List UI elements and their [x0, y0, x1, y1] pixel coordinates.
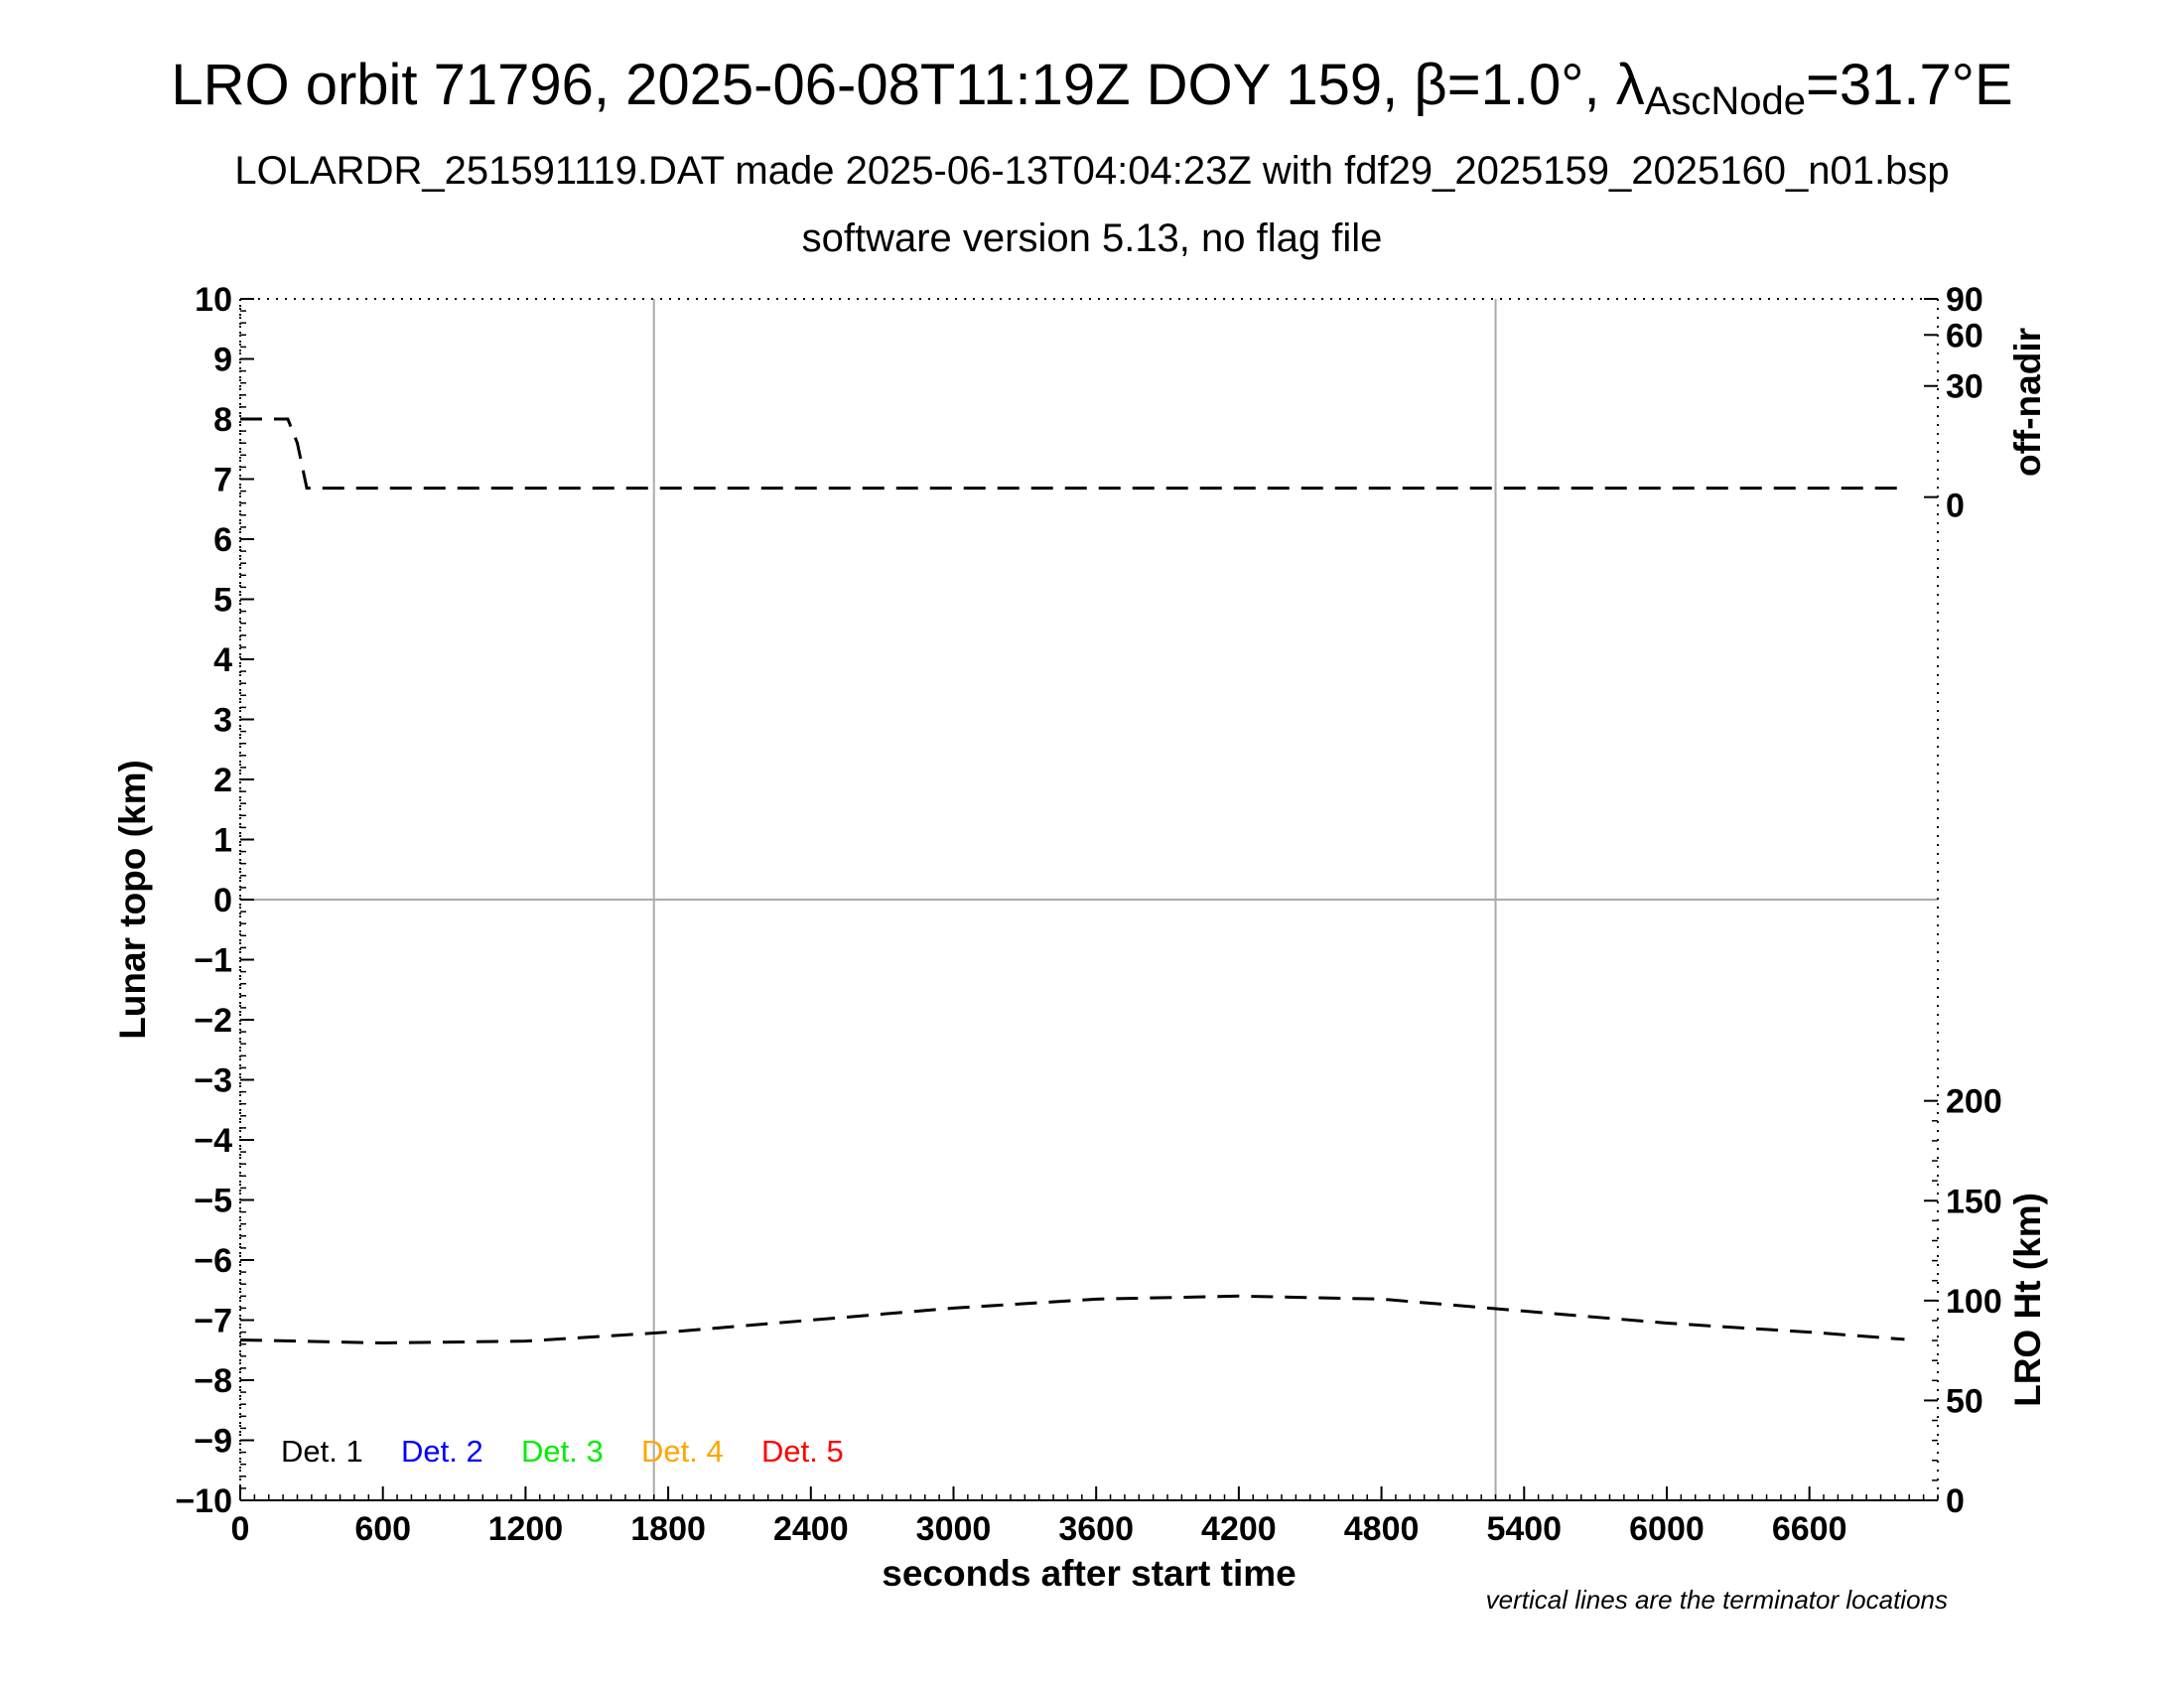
y-tick-label-right-bottom: 100	[1946, 1283, 2002, 1321]
x-tick-label: 600	[354, 1510, 411, 1548]
y-tick-label-left: 5	[213, 582, 232, 620]
x-tick-label: 4200	[1201, 1510, 1277, 1548]
y-tick-label-right-top: 60	[1946, 317, 1983, 354]
series-line-lro-height	[239, 1294, 1905, 1344]
legend-item-det-5: Det. 5	[761, 1434, 844, 1469]
x-tick-label: 2400	[773, 1510, 849, 1548]
data-series	[239, 417, 1905, 1344]
y-tick-label-right-bottom: 0	[1946, 1482, 1965, 1520]
y-tick-label-left: −4	[194, 1122, 232, 1160]
y-tick-label-left: −2	[194, 1002, 232, 1040]
x-tick-label: 5400	[1486, 1510, 1562, 1548]
x-tick-label: 6600	[1772, 1510, 1847, 1548]
x-tick-label: 0	[231, 1510, 250, 1548]
grid-lines	[240, 299, 1938, 1500]
y-tick-label-left: 1	[213, 822, 232, 860]
chart-subtitle: LOLARDR_251591119.DAT made 2025-06-13T04…	[234, 149, 1950, 193]
legend-item-det-1: Det. 1	[281, 1434, 363, 1469]
axis-ticks	[239, 298, 1939, 1501]
y-tick-label-right-bottom: 200	[1946, 1083, 2002, 1121]
plot-frame	[239, 298, 1939, 1501]
y-tick-label-left: 6	[213, 521, 232, 559]
y-tick-label-left: 7	[213, 462, 232, 499]
legend-item-det-3: Det. 3	[521, 1434, 604, 1469]
y-tick-label-left: −9	[194, 1423, 232, 1461]
y-tick-label-left: −10	[175, 1482, 232, 1520]
x-tick-label: 6000	[1629, 1510, 1705, 1548]
legend-item-det-4: Det. 4	[641, 1434, 724, 1469]
y-tick-label-left: 3	[213, 702, 232, 740]
x-axis-title: seconds after start time	[882, 1553, 1296, 1594]
y-axis-title-right-bottom: LRO Ht (km)	[2007, 1193, 2048, 1407]
y-tick-label-left: 4	[213, 641, 232, 679]
y-tick-label-right-top: 0	[1946, 488, 1965, 525]
y-tick-label-left: 10	[195, 281, 232, 319]
y-tick-label-left: 9	[213, 342, 232, 379]
y-tick-label-left: 2	[213, 762, 232, 799]
y-tick-label-right-top: 90	[1946, 281, 1983, 319]
y-tick-label-right-top: 30	[1946, 368, 1983, 406]
y-tick-label-left: −6	[194, 1242, 232, 1280]
x-tick-label: 4800	[1344, 1510, 1420, 1548]
x-tick-label: 1800	[630, 1510, 706, 1548]
y-tick-label-left: 8	[213, 401, 232, 439]
chart-subtitle-version: software version 5.13, no flag file	[801, 216, 1383, 260]
y-tick-label-left: −5	[194, 1183, 232, 1220]
y-tick-label-left: −8	[194, 1362, 232, 1400]
x-tick-label: 3000	[916, 1510, 992, 1548]
x-tick-label: 3600	[1058, 1510, 1134, 1548]
series-line-off-nadir	[240, 417, 1905, 491]
y-tick-label-left: −1	[194, 942, 232, 980]
legend-item-det-2: Det. 2	[401, 1434, 483, 1469]
chart-title: LRO orbit 71796, 2025-06-08T11:19Z DOY 1…	[171, 53, 2013, 123]
y-tick-label-right-bottom: 150	[1946, 1183, 2002, 1220]
x-tick-label: 1200	[488, 1510, 564, 1548]
y-axis-title-right-top: off-nadir	[2007, 328, 2048, 477]
y-tick-label-left: −3	[194, 1062, 232, 1100]
y-tick-label-right-bottom: 50	[1946, 1382, 1983, 1420]
y-tick-label-left: 0	[213, 882, 232, 919]
y-tick-label-left: −7	[194, 1303, 232, 1340]
legend: Det. 1 Det. 2 Det. 3 Det. 4 Det. 5	[281, 1434, 844, 1469]
y-axis-title-left: Lunar topo (km)	[112, 760, 153, 1040]
terminator-note: vertical lines are the terminator locati…	[1486, 1585, 1948, 1615]
